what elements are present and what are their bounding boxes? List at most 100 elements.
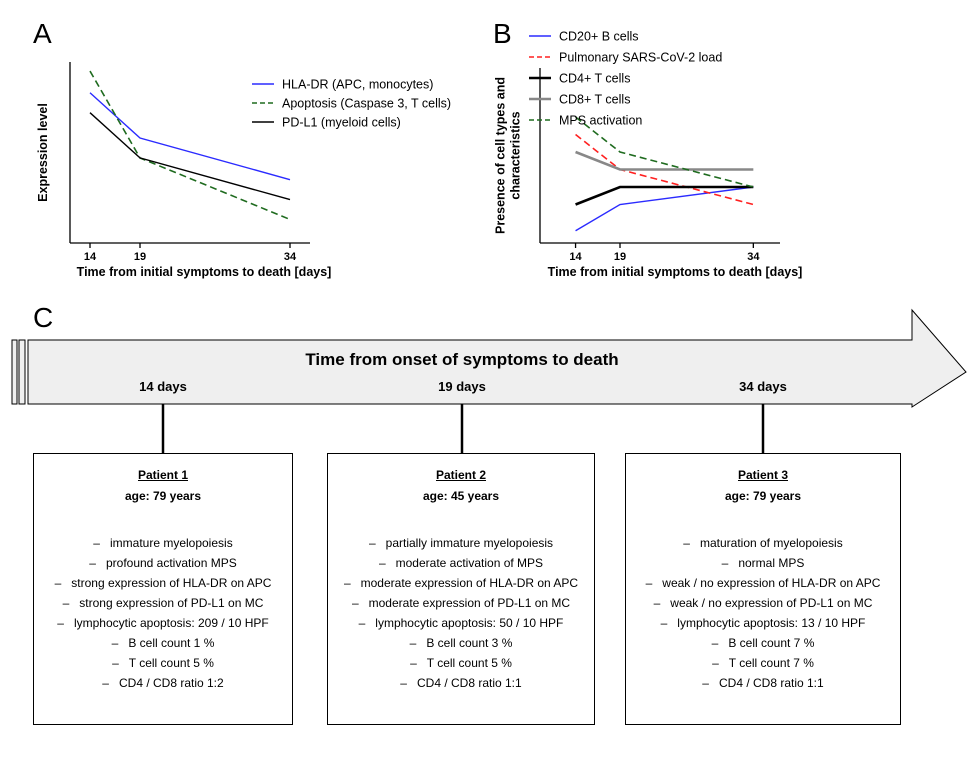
finding-text: CD4 / CD8 ratio 1:1	[416, 676, 522, 690]
legend-label-5: MPS activation	[559, 114, 642, 128]
finding-text: moderate expression of HLA-DR on APC	[360, 576, 579, 590]
finding-item: – weak / no expression of HLA-DR on APC	[626, 573, 900, 593]
legend-label-2: Apoptosis (Caspase 3, T cells)	[282, 97, 451, 111]
timeline-point-1: 14 days	[139, 379, 187, 394]
bullet-dash: –	[358, 616, 366, 630]
bullet-dash: –	[368, 536, 376, 550]
finding-item: – B cell count 1 %	[34, 633, 292, 653]
x-tick-label: 19	[614, 251, 626, 263]
finding-item: – normal MPS	[626, 553, 900, 573]
finding-text: CD4 / CD8 ratio 1:2	[118, 676, 224, 690]
finding-item: – T cell count 7 %	[626, 653, 900, 673]
x-tick-label: 19	[134, 251, 146, 263]
legend-label-4: CD8+ T cells	[559, 93, 630, 107]
finding-item: – CD4 / CD8 ratio 1:2	[34, 673, 292, 693]
bullet-dash: –	[660, 616, 668, 630]
finding-text: lymphocytic apoptosis: 50 / 10 HPF	[375, 616, 564, 630]
findings-list: – partially immature myelopoiesis – moderat…	[328, 533, 594, 693]
finding-text: CD4 / CD8 ratio 1:1	[718, 676, 824, 690]
finding-item: – profound activation MPS	[34, 553, 292, 573]
finding-text: normal MPS	[738, 556, 805, 570]
finding-text: moderate expression of PD-L1 on MC	[368, 596, 571, 610]
x-tick-label: 34	[284, 251, 297, 263]
timeline-stub-1	[11, 339, 18, 405]
legend-label-1: HLA-DR (APC, monocytes)	[282, 78, 433, 92]
bullet-dash: –	[378, 556, 386, 570]
finding-item: – maturation of myelopoiesis	[626, 533, 900, 553]
x-tick-label: 14	[84, 251, 97, 263]
patient-card-1: Patient 1 age: 79 years – immature myelop…	[33, 453, 293, 725]
finding-item: – B cell count 3 %	[328, 633, 594, 653]
finding-item: – T cell count 5 %	[328, 653, 594, 673]
finding-item: – lymphocytic apoptosis: 13 / 10 HPF	[626, 613, 900, 633]
panel-letter-b: B	[493, 18, 512, 49]
finding-text: B cell count 1 %	[128, 636, 215, 650]
finding-text: strong expression of PD-L1 on MC	[79, 596, 264, 610]
series-line-5	[575, 116, 754, 188]
series-line-1	[89, 92, 291, 181]
bullet-dash: –	[409, 636, 417, 650]
patient-name: Patient 1	[137, 468, 188, 482]
finding-item: – strong expression of HLA-DR on APC	[34, 573, 292, 593]
finding-text: lymphocytic apoptosis: 209 / 10 HPF	[73, 616, 269, 630]
patient-age: age: 79 years	[724, 489, 802, 503]
finding-item: – immature myelopoiesis	[34, 533, 292, 553]
timeline-arrow	[27, 308, 967, 408]
bullet-dash: –	[93, 536, 100, 550]
finding-item: – partially immature myelopoiesis	[328, 533, 594, 553]
x-tick-label: 14	[569, 251, 582, 263]
bullet-dash: –	[400, 676, 407, 690]
timeline-title: Time from onset of symptoms to death	[305, 350, 618, 369]
legend-label-3: PD-L1 (myeloid cells)	[282, 116, 401, 130]
series-line-2	[89, 70, 291, 221]
finding-item: – CD4 / CD8 ratio 1:1	[626, 673, 900, 693]
finding-text: weak / no expression of PD-L1 on MC	[670, 596, 873, 610]
panel-letter-a: A	[33, 18, 52, 49]
bullet-dash: –	[112, 656, 119, 670]
timeline-point-2: 19 days	[438, 379, 486, 394]
finding-item: – moderate expression of PD-L1 on MC	[328, 593, 594, 613]
chart-b: 14 19 34 Time from initial symptoms to deat…	[494, 30, 803, 280]
patient-age: age: 45 years	[422, 489, 500, 503]
finding-text: T cell count 7 %	[728, 656, 814, 670]
finding-item: – moderate expression of HLA-DR on APC	[328, 573, 594, 593]
finding-item: – B cell count 7 %	[626, 633, 900, 653]
finding-text: lymphocytic apoptosis: 13 / 10 HPF	[677, 616, 866, 630]
patient-age: age: 79 years	[124, 489, 202, 503]
finding-item: – lymphocytic apoptosis: 50 / 10 HPF	[328, 613, 594, 633]
finding-item: – strong expression of PD-L1 on MC	[34, 593, 292, 613]
bullet-dash: –	[102, 676, 109, 690]
finding-text: weak / no expression of HLA-DR on APC	[662, 576, 881, 590]
finding-text: immature myelopoiesis	[109, 536, 233, 550]
finding-text: profound activation MPS	[105, 556, 237, 570]
finding-text: T cell count 5 %	[128, 656, 214, 670]
x-axis-label: Time from initial symptoms to death [day…	[77, 265, 332, 279]
bullet-dash: –	[62, 596, 70, 610]
timeline-diagram: Time from onset of symptoms to death 14 …	[11, 308, 967, 454]
finding-item: – lymphocytic apoptosis: 209 / 10 HPF	[34, 613, 292, 633]
series-line-3	[575, 185, 754, 206]
finding-text: maturation of myelopoiesis	[699, 536, 843, 550]
finding-text: T cell count 5 %	[426, 656, 512, 670]
finding-text: partially immature myelopoiesis	[385, 536, 554, 550]
finding-text: B cell count 7 %	[728, 636, 815, 650]
series-line-4	[575, 150, 754, 171]
bullet-dash: –	[712, 656, 719, 670]
bullet-dash: –	[683, 536, 690, 550]
bullet-dash: –	[721, 556, 729, 570]
x-tick-label: 34	[747, 251, 760, 263]
patient-card-2: Patient 2 age: 45 years – partially immat…	[327, 453, 595, 725]
bullet-dash: –	[653, 596, 661, 610]
legend-label-1: CD20+ B cells	[559, 30, 639, 44]
bullet-dash: –	[351, 596, 359, 610]
legend-label-3: CD4+ T cells	[559, 72, 630, 86]
patient-card-3: Patient 3 age: 79 years – maturation of m…	[625, 453, 901, 725]
bullet-dash: –	[54, 576, 62, 590]
finding-text: B cell count 3 %	[426, 636, 513, 650]
bullet-dash: –	[410, 656, 417, 670]
finding-item: – weak / no expression of PD-L1 on MC	[626, 593, 900, 613]
bullet-dash: –	[57, 616, 64, 630]
bullet-dash: –	[645, 576, 653, 590]
series-line-3	[89, 112, 291, 201]
y-axis-label: Presence of cell types andcharacteristic…	[494, 77, 523, 234]
